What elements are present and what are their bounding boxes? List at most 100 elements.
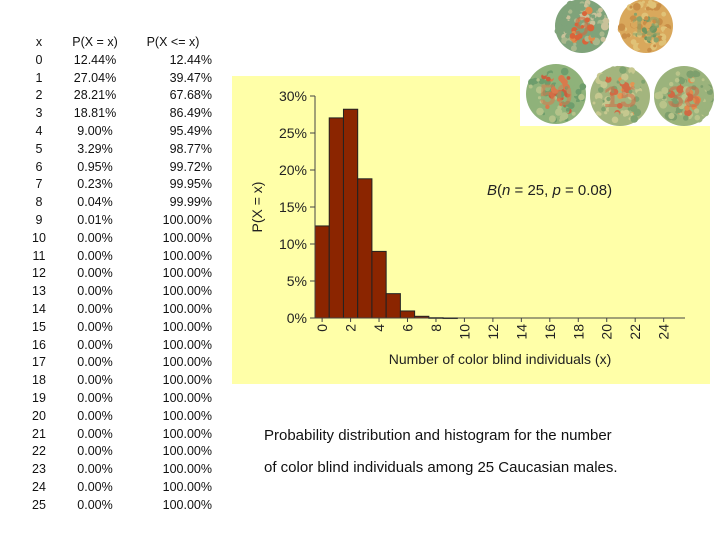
- ishihara-plate-icon: 9: [554, 0, 610, 53]
- ishihara-plate-icon: 50: [526, 64, 587, 124]
- cell-pmf: 0.00%: [77, 284, 113, 299]
- cell-pmf: 0.00%: [77, 319, 113, 334]
- cell-x: 11: [32, 248, 46, 263]
- cell-x: 17: [32, 355, 46, 370]
- cell-cdf: 98.77%: [169, 141, 212, 156]
- y-tick-label: 10%: [279, 236, 307, 252]
- x-tick-label: 20: [599, 324, 615, 340]
- cell-cdf: 100.00%: [162, 284, 212, 299]
- cell-x: 2: [35, 88, 43, 103]
- cell-pmf: 0.00%: [77, 462, 113, 477]
- cell-cdf: 100.00%: [162, 408, 212, 423]
- table-row: 9 0.01% 100.00%: [22, 212, 212, 230]
- cell-x: 21: [32, 426, 46, 441]
- cell-pmf: 0.00%: [77, 390, 113, 405]
- cell-pmf: 28.21%: [73, 88, 117, 103]
- cell-pmf: 3.29%: [77, 141, 113, 156]
- cell-cdf: 99.99%: [169, 195, 212, 210]
- table-row: 25 0.00% 100.00%: [22, 497, 212, 515]
- cell-x: 13: [32, 284, 46, 299]
- y-tick-label: 25%: [279, 125, 307, 141]
- cell-x: 18: [32, 373, 46, 388]
- cell-cdf: 100.00%: [162, 390, 212, 405]
- cell-cdf: 100.00%: [162, 266, 212, 281]
- cell-x: 1: [35, 70, 43, 85]
- cell-pmf: 0.95%: [77, 159, 113, 174]
- cell-cdf: 95.49%: [169, 123, 212, 138]
- cell-x: 10: [32, 230, 46, 245]
- table-row: 10 0.00% 100.00%: [22, 230, 212, 248]
- table-row: 18 0.00% 100.00%: [22, 372, 212, 390]
- cell-x: 16: [32, 337, 46, 352]
- table-row: 11 0.00% 100.00%: [22, 248, 213, 266]
- cell-pmf: 0.04%: [77, 195, 113, 210]
- cell-cdf: 67.68%: [169, 88, 212, 103]
- cell-x: 4: [35, 123, 43, 138]
- table-row: 15 0.00% 100.00%: [22, 319, 212, 337]
- cell-cdf: 100.00%: [162, 355, 212, 370]
- header-x: x: [35, 35, 43, 49]
- cell-pmf: 12.44%: [73, 52, 117, 67]
- histogram-bar: [342, 108, 359, 319]
- cell-cdf: 99.72%: [169, 159, 212, 174]
- x-tick-label: 0: [314, 324, 330, 332]
- cell-pmf: 0.00%: [77, 373, 113, 388]
- table-row: 5 3.29% 98.77%: [22, 141, 212, 159]
- table-row: 14 0.00% 100.00%: [22, 301, 212, 319]
- table-row: 6 0.95% 99.72%: [22, 159, 212, 177]
- cell-pmf: 0.01%: [77, 212, 113, 227]
- ishihara-plate-number: 12: [631, 12, 661, 42]
- cell-x: 9: [35, 212, 43, 227]
- y-tick-label: 30%: [279, 88, 307, 104]
- cell-cdf: 100.00%: [162, 497, 212, 512]
- table-row: 17 0.00% 100.00%: [22, 354, 212, 372]
- cell-pmf: 27.04%: [73, 70, 117, 85]
- cell-pmf: 0.00%: [77, 355, 113, 370]
- table-row: 24 0.00% 100.00%: [22, 479, 212, 497]
- table-row: 13 0.00% 100.00%: [22, 283, 212, 301]
- cell-x: 8: [35, 195, 43, 210]
- x-tick-label: 16: [542, 324, 558, 340]
- ishihara-plate-icon: 38: [654, 66, 714, 126]
- cell-x: 6: [35, 159, 43, 174]
- histogram-bar: [399, 310, 416, 319]
- cell-x: 20: [32, 408, 46, 423]
- table-row: 8 0.04% 99.99%: [22, 194, 212, 212]
- cell-cdf: 39.47%: [169, 70, 212, 85]
- ishihara-plate-number: 15: [603, 81, 636, 114]
- x-tick-label: 14: [513, 324, 529, 340]
- table-row: 23 0.00% 100.00%: [22, 461, 212, 479]
- cell-pmf: 0.00%: [77, 337, 113, 352]
- table-header-row: x P(X = x) P(X <= x): [22, 34, 212, 52]
- cell-x: 3: [35, 106, 43, 121]
- cell-cdf: 100.00%: [162, 444, 212, 459]
- cell-x: 15: [32, 319, 46, 334]
- histogram-bar: [328, 117, 344, 319]
- cell-cdf: 100.00%: [162, 462, 212, 477]
- cell-x: 24: [32, 479, 46, 494]
- table-row: 19 0.00% 100.00%: [22, 390, 212, 408]
- caption-line-1: Probability distribution and histogram f…: [264, 427, 612, 444]
- distribution-annotation: B(n = 25, p = 0.08): [487, 182, 612, 199]
- ishihara-plate-number: 38: [667, 81, 700, 114]
- table-row: 12 0.00% 100.00%: [22, 265, 212, 283]
- y-tick-label: 20%: [279, 162, 307, 178]
- histogram-panel: 0% 5% 10% 15% 20% 25% 30% 0 2 4 6 8 10 12 14 16 18 20 22 24…: [232, 76, 710, 384]
- histogram-bar: [357, 178, 373, 319]
- histogram-chart: 0%5%10%15%20%25%30%0 2 4 6 8 10 12 14 16 18 20 22 24…: [249, 88, 685, 367]
- cell-x: 0: [35, 52, 43, 67]
- cell-x: 22: [32, 444, 46, 459]
- x-tick-label: 24: [656, 324, 672, 340]
- ishihara-plate-number: 9: [574, 12, 589, 42]
- cell-pmf: 0.00%: [77, 408, 113, 423]
- cell-x: 25: [32, 497, 46, 512]
- cell-pmf: 0.00%: [77, 497, 113, 512]
- cell-cdf: 100.00%: [162, 337, 212, 352]
- table-row: 16 0.00% 100.00%: [22, 337, 212, 355]
- caption-line-2: of color blind individuals among 25 Cauc…: [264, 459, 618, 476]
- ishihara-plate-icon: 15: [590, 65, 650, 126]
- cell-cdf: 100.00%: [162, 301, 212, 316]
- ishihara-plate-icon: 12: [617, 0, 673, 53]
- cell-cdf: 100.00%: [162, 319, 212, 334]
- cell-pmf: 0.00%: [77, 301, 113, 316]
